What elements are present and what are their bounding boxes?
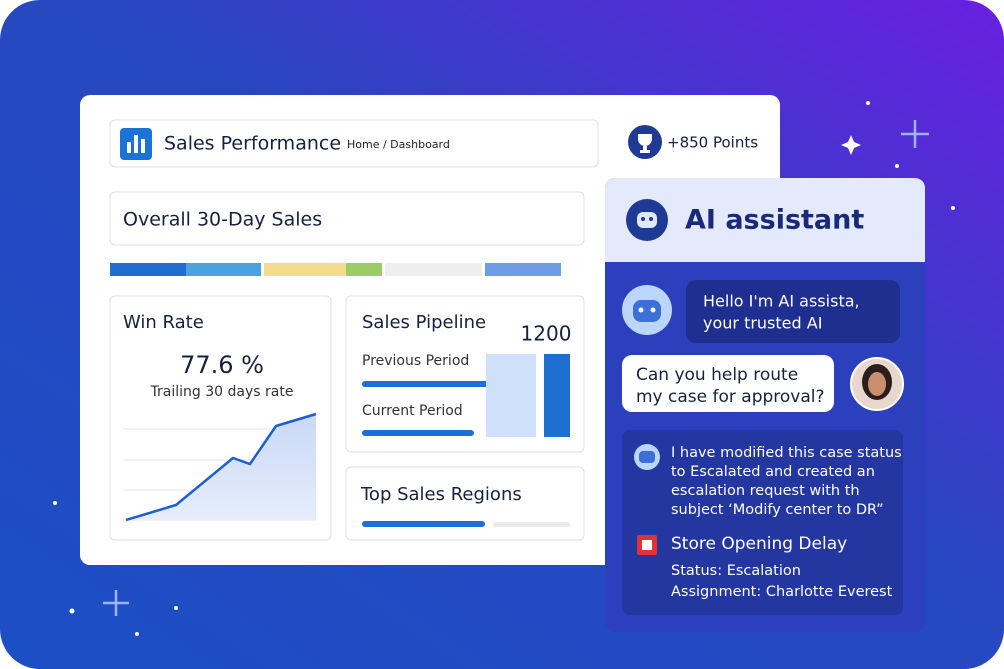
message-line: your trusted AI (703, 314, 822, 333)
win-rate-title: Win Rate (123, 312, 204, 333)
response-box (622, 430, 903, 615)
pipeline-bar (362, 381, 500, 387)
overall-title: Overall 30-Day Sales (123, 209, 322, 231)
pipeline-label: Current Period (362, 403, 463, 419)
regions-bar (362, 521, 485, 527)
pipeline-title: Sales Pipeline (362, 312, 486, 333)
message-line: to Escalated and created an (671, 464, 875, 480)
sparkles (53, 101, 955, 636)
pipeline-label: Previous Period (362, 353, 469, 369)
color-bar (110, 263, 561, 276)
message-line: Can you help route (636, 365, 798, 385)
case-title[interactable]: Store Opening Delay (671, 534, 847, 554)
message-line: my case for approval? (636, 387, 825, 407)
assistant-title: AI assistant (685, 205, 864, 236)
message-line: subject ‘Modify center to DR” (671, 502, 884, 518)
regions-title: Top Sales Regions (360, 484, 522, 505)
message-line: I have modified this case status (671, 445, 902, 461)
header-box (109, 119, 599, 168)
page-title: Sales Performance (164, 133, 341, 155)
case-status: Status: Escalation (671, 563, 801, 579)
bot-bubble (686, 280, 900, 343)
case-assignment: Assignment: Charlotte Everest (671, 584, 893, 600)
overall-box (109, 191, 585, 246)
assistant-header (605, 178, 925, 262)
message-line: escalation request with th (671, 483, 860, 499)
points: +850 Points (667, 134, 758, 152)
message-line: Hello I'm AI assista, (703, 292, 860, 311)
plus-icons (103, 120, 929, 616)
win-rate-line (125, 412, 317, 522)
pipeline-value: 1200 (521, 322, 572, 346)
pipeline-bar (362, 430, 474, 436)
pipeline-column (544, 354, 570, 437)
breadcrumb[interactable]: Home / Dashboard (347, 138, 450, 151)
pipeline-column (486, 354, 536, 437)
win-rate-area (126, 414, 316, 520)
win-rate-subtitle: Trailing 30 days rate (150, 384, 294, 400)
win-rate-value: 77.6 % (180, 351, 264, 379)
regions-bar (493, 522, 570, 527)
user-bubble (622, 355, 834, 412)
